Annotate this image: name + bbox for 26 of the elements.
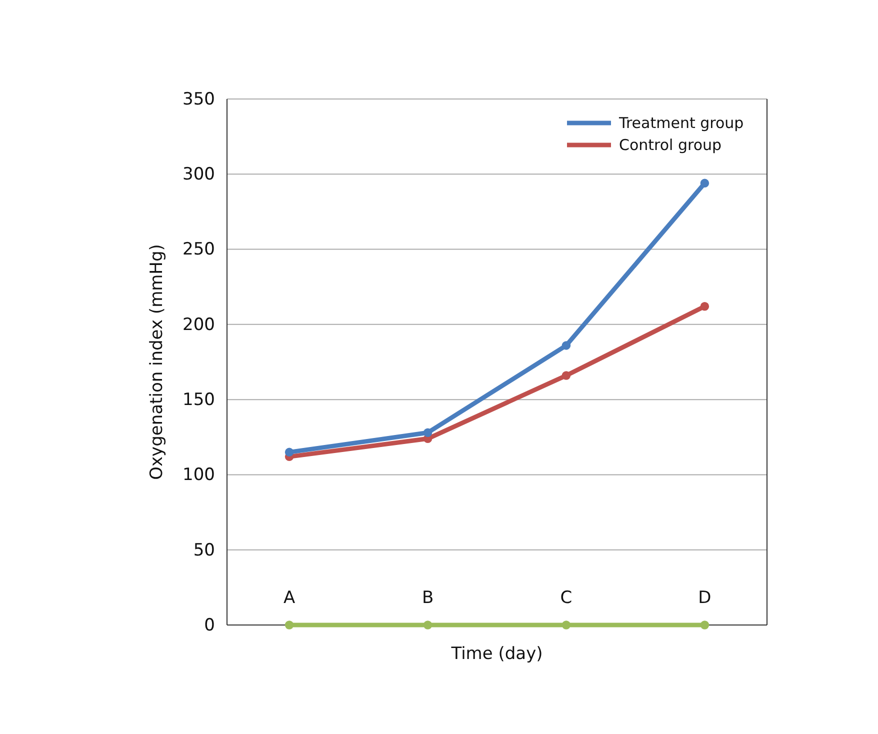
y-tick-label: 250 [182, 240, 215, 260]
y-tick-label: 300 [182, 164, 215, 185]
point [562, 371, 571, 380]
point [562, 341, 571, 350]
point [700, 302, 710, 311]
y-tick-label: 150 [182, 390, 215, 410]
y-tick-label: 100 [182, 465, 215, 486]
point [562, 620, 571, 630]
point [700, 178, 710, 188]
x-axis-title: Time (day) [450, 644, 543, 664]
legend-label: Treatment group [618, 114, 744, 132]
y-tick-label: 50 [193, 540, 215, 560]
x-tick-label: D [698, 588, 712, 608]
y-axis-title: Oxygenation index (mmHg) [147, 244, 167, 480]
point [423, 428, 432, 437]
point [284, 620, 294, 630]
x-tick-label: A [283, 588, 296, 608]
point [284, 448, 294, 457]
legend-label: Control group [619, 136, 722, 154]
y-tick-label: 200 [182, 314, 215, 335]
x-tick-label: C [560, 588, 572, 608]
y-tick-label: 350 [182, 89, 215, 110]
point [423, 620, 432, 630]
y-tick-label: 0 [204, 615, 215, 636]
point [700, 620, 710, 630]
x-tick-label: B [422, 588, 434, 608]
